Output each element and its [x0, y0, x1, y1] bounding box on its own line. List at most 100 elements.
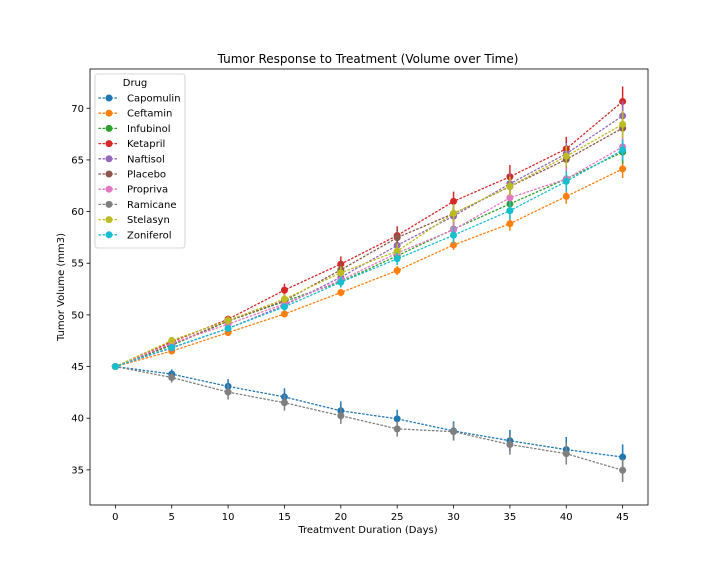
- x-axis-label: Treatmvent Duration (Days): [297, 525, 437, 536]
- legend-box: [94, 73, 186, 249]
- series-line: [114, 100, 624, 368]
- axes-frame: [89, 68, 649, 506]
- legend-entry-zoniferol: Zoniferol: [98, 230, 172, 241]
- y-tick-label: 45: [71, 362, 84, 373]
- y-tick-label: 55: [71, 259, 84, 270]
- data-point: [506, 182, 514, 190]
- chart-title: Tumor Response to Treatment (Volume over…: [217, 52, 519, 66]
- legend-label: Infubinol: [127, 124, 171, 135]
- data-point: [337, 278, 345, 286]
- data-point: [450, 209, 458, 217]
- data-point: [168, 336, 176, 344]
- legend-entry-ramicane: Ramicane: [98, 200, 177, 211]
- legend-marker: [105, 185, 113, 193]
- data-point: [393, 415, 401, 423]
- y-axis: 35 40 45 50 55 60 65 70: [71, 104, 90, 476]
- data-point: [562, 450, 570, 458]
- data-point: [393, 247, 401, 255]
- legend-label: Placebo: [127, 170, 166, 181]
- legend-label: Ceftamin: [127, 109, 172, 120]
- data-point: [280, 286, 288, 294]
- series-line: [114, 151, 624, 368]
- data-point: [280, 303, 288, 311]
- legend-marker: [105, 231, 113, 239]
- series-line: [114, 127, 624, 368]
- y-axis-label: Tumor Volume (mm3): [56, 233, 67, 342]
- data-point: [337, 412, 345, 420]
- data-point: [506, 207, 514, 215]
- series-placebo: [111, 114, 627, 371]
- series-capomulin: [111, 363, 627, 470]
- x-tick-label: 35: [504, 512, 517, 523]
- data-point: [619, 120, 627, 128]
- legend-marker: [105, 124, 113, 132]
- series-ceftamin: [111, 159, 627, 371]
- plot-area: 0 5 10 15 20 25 30 35 40 45 35 40 45 50 55 60 65 70: [71, 68, 649, 523]
- legend-entry-infubinol: Infubinol: [98, 124, 171, 135]
- x-tick-label: 10: [222, 512, 235, 523]
- legend-label: Propriva: [127, 185, 168, 196]
- data-point: [450, 197, 458, 205]
- legend-entry-capomulin: Capomulin: [98, 94, 181, 105]
- series-ketapril: [111, 86, 627, 371]
- data-point: [619, 466, 627, 474]
- legend-marker: [105, 109, 113, 117]
- legend-label: Zoniferol: [127, 230, 172, 241]
- x-tick-label: 40: [560, 512, 573, 523]
- y-tick-label: 70: [71, 104, 84, 115]
- legend-label: Ketapril: [127, 139, 165, 150]
- data-point: [280, 399, 288, 407]
- data-point: [506, 220, 514, 228]
- series-line: [114, 115, 624, 368]
- data-point: [562, 192, 570, 200]
- x-tick-label: 30: [447, 512, 460, 523]
- x-axis: 0 5 10 15 20 25 30 35 40 45: [112, 505, 629, 523]
- y-tick-label: 50: [71, 310, 84, 321]
- data-point: [450, 231, 458, 239]
- series-line: [114, 168, 624, 368]
- data-point: [393, 255, 401, 263]
- legend-marker: [105, 216, 113, 224]
- x-tick-label: 15: [278, 512, 291, 523]
- x-tick-label: 5: [169, 512, 175, 523]
- y-tick-label: 60: [71, 207, 84, 218]
- data-point: [280, 310, 288, 318]
- legend-marker: [105, 94, 113, 102]
- series-naftisol: [111, 101, 627, 371]
- y-tick-label: 65: [71, 155, 84, 166]
- data-point: [393, 267, 401, 275]
- data-point: [562, 177, 570, 185]
- legend-title: Drug: [123, 78, 148, 89]
- series-stelasyn: [111, 110, 627, 371]
- data-point: [337, 269, 345, 277]
- legend-label: Naftisol: [127, 154, 165, 165]
- data-point: [619, 146, 627, 154]
- legend-marker: [105, 155, 113, 163]
- data-point: [450, 428, 458, 436]
- legend-marker: [105, 140, 113, 148]
- legend-entry-propriva: Propriva: [98, 185, 168, 196]
- legend-entry-ceftamin: Ceftamin: [98, 109, 172, 120]
- legend-entry-stelasyn: Stelasyn: [98, 215, 170, 226]
- legend-entry-placebo: Placebo: [98, 170, 166, 181]
- legend-label: Stelasyn: [127, 215, 170, 226]
- data-point: [224, 388, 232, 396]
- data-point: [111, 363, 119, 371]
- series-zoniferol: [111, 139, 627, 371]
- data-point: [562, 152, 570, 160]
- legend-label: Capomulin: [127, 94, 181, 105]
- data-point: [619, 165, 627, 173]
- legend: Drug Capomulin Ceftamin Infubinol Ketapril Na…: [94, 73, 186, 249]
- data-point: [619, 453, 627, 461]
- legend-entry-naftisol: Naftisol: [98, 154, 165, 165]
- series-ramicane: [111, 363, 627, 483]
- data-point: [337, 289, 345, 297]
- x-tick-label: 20: [334, 512, 347, 523]
- legend-marker: [105, 170, 113, 178]
- legend-entry-ketapril: Ketapril: [98, 139, 165, 150]
- data-point: [168, 374, 176, 382]
- y-tick-label: 35: [71, 465, 84, 476]
- data-point: [450, 241, 458, 249]
